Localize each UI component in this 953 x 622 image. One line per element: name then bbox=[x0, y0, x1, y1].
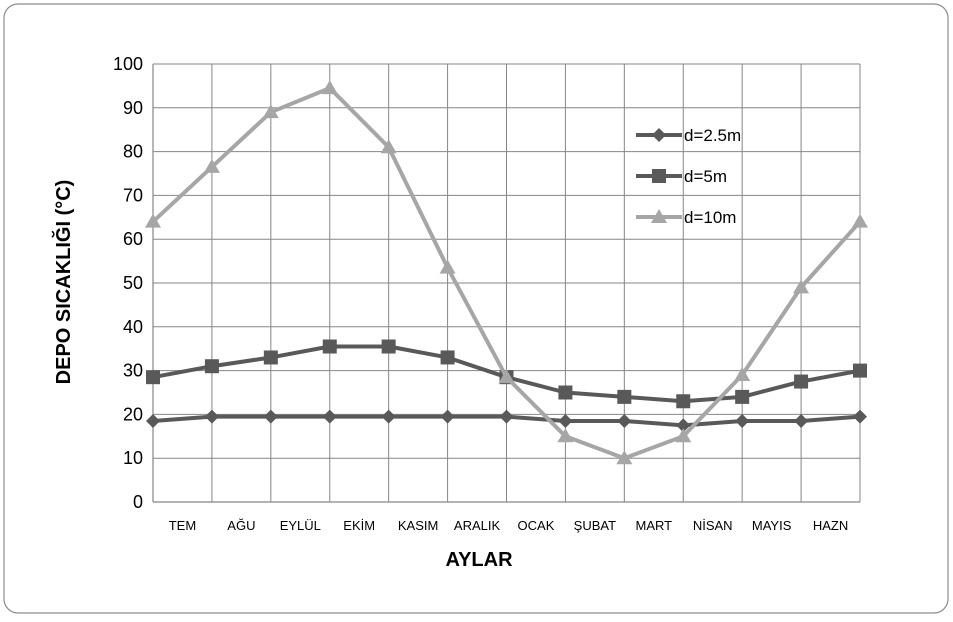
y-tick-label: 60 bbox=[123, 229, 143, 249]
y-tick-label: 30 bbox=[123, 361, 143, 381]
data-point bbox=[794, 413, 809, 428]
data-point bbox=[676, 394, 691, 409]
x-tick-label: MAYIS bbox=[752, 518, 792, 533]
data-point bbox=[203, 158, 220, 173]
data-point bbox=[145, 213, 161, 228]
y-tick-label: 70 bbox=[123, 185, 143, 205]
data-point bbox=[440, 409, 455, 424]
y-tick-label: 50 bbox=[123, 273, 143, 293]
data-point bbox=[735, 389, 750, 404]
x-tick-label: ŞUBAT bbox=[574, 518, 616, 533]
data-point bbox=[498, 369, 515, 384]
x-tick-label: EKİM bbox=[343, 518, 375, 533]
legend-entry: d=2.5m bbox=[636, 126, 741, 145]
y-tick-label: 10 bbox=[123, 448, 143, 468]
data-point bbox=[616, 450, 633, 465]
x-tick-label: ARALIK bbox=[454, 518, 501, 533]
data-point bbox=[675, 428, 692, 443]
data-point bbox=[380, 139, 397, 154]
data-point bbox=[676, 418, 691, 433]
data-point bbox=[793, 279, 810, 294]
x-axis-title: AYLAR bbox=[445, 549, 513, 571]
data-point bbox=[204, 359, 219, 374]
x-tick-label: HAZN bbox=[813, 518, 848, 533]
legend-label: d=5m bbox=[684, 167, 727, 186]
data-point bbox=[557, 428, 574, 443]
legend-marker bbox=[652, 128, 666, 142]
data-point bbox=[558, 413, 573, 428]
x-tick-label: OCAK bbox=[518, 518, 555, 533]
legend: d=2.5m d=5m d=10m bbox=[636, 126, 741, 227]
data-point bbox=[322, 339, 337, 354]
x-tick-label: KASIM bbox=[398, 518, 438, 533]
x-tick-label: NİSAN bbox=[693, 518, 733, 533]
legend-label: d=2.5m bbox=[684, 126, 741, 145]
data-point bbox=[146, 413, 160, 428]
data-point bbox=[499, 409, 514, 424]
chart-frame bbox=[3, 3, 949, 614]
axes: 0 10 20 30 40 50 60 70 80 90 100 TEM AĞU EYLÜL EKİM KAS… bbox=[113, 54, 860, 533]
legend-label: d=10m bbox=[684, 208, 736, 227]
data-point bbox=[204, 409, 219, 424]
data-point bbox=[263, 409, 278, 424]
legend-marker bbox=[651, 209, 667, 223]
data-point bbox=[853, 363, 867, 378]
y-tick-label: 20 bbox=[123, 404, 143, 424]
legend-entry: d=10m bbox=[636, 208, 736, 227]
series-d=2.5m bbox=[146, 409, 867, 433]
data-point bbox=[322, 409, 337, 424]
series-group bbox=[145, 80, 868, 465]
y-tick-label: 0 bbox=[133, 492, 143, 512]
y-tick-label: 100 bbox=[113, 54, 143, 74]
data-point bbox=[440, 350, 455, 365]
data-point bbox=[558, 385, 573, 400]
legend-entry: d=5m bbox=[636, 167, 727, 186]
data-point bbox=[734, 366, 751, 381]
y-tick-label: 90 bbox=[123, 98, 143, 118]
data-point bbox=[853, 409, 867, 424]
x-tick-label: MART bbox=[635, 518, 672, 533]
data-point bbox=[262, 104, 279, 119]
data-point bbox=[617, 413, 632, 428]
y-tick-label: 80 bbox=[123, 142, 143, 162]
data-point bbox=[381, 409, 396, 424]
x-tick-label: AĞU bbox=[227, 518, 255, 533]
data-point bbox=[439, 259, 456, 274]
data-point bbox=[735, 413, 750, 428]
y-axis-title: DEPO SICAKLIĞI (°C) bbox=[51, 180, 75, 385]
data-point bbox=[617, 389, 632, 404]
y-tick-label: 40 bbox=[123, 317, 143, 337]
data-point bbox=[381, 339, 396, 354]
data-point bbox=[852, 213, 868, 228]
data-point bbox=[146, 370, 160, 385]
data-point bbox=[794, 374, 809, 389]
series-d=10m bbox=[145, 80, 868, 465]
x-tick-label: EYLÜL bbox=[280, 518, 321, 533]
data-point bbox=[263, 350, 278, 365]
data-point bbox=[321, 80, 338, 95]
x-tick-label: TEM bbox=[169, 518, 196, 533]
legend-marker bbox=[652, 169, 666, 183]
